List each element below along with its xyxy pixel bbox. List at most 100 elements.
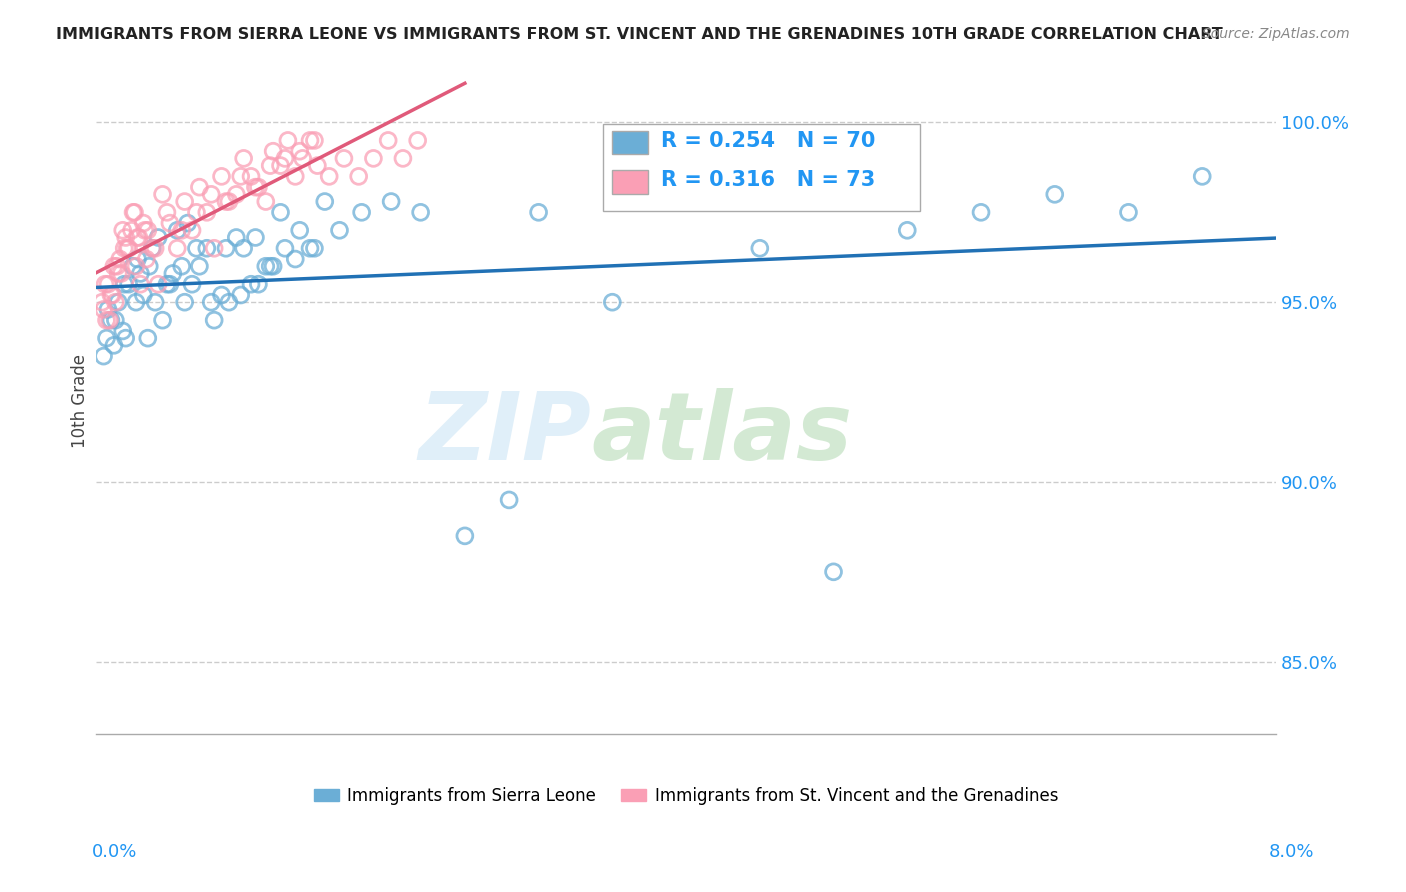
Point — [215, 241, 238, 255]
Point — [136, 223, 159, 237]
Point — [200, 187, 222, 202]
Point — [122, 259, 145, 273]
Point — [245, 230, 267, 244]
Point — [247, 277, 270, 292]
Point — [159, 277, 181, 292]
Point — [188, 259, 211, 273]
Point — [186, 241, 208, 255]
Text: 8.0%: 8.0% — [1270, 843, 1315, 861]
Point — [288, 223, 311, 237]
Point — [262, 259, 284, 273]
Point — [129, 277, 152, 292]
Point — [211, 288, 233, 302]
Point — [111, 324, 134, 338]
Point — [896, 223, 918, 237]
Point — [127, 252, 149, 266]
Point — [114, 230, 136, 244]
Point — [284, 169, 307, 184]
Point — [304, 133, 326, 147]
Point — [176, 216, 198, 230]
Point — [104, 295, 127, 310]
Point — [284, 252, 307, 266]
Point — [245, 180, 267, 194]
Point — [143, 295, 166, 310]
Point — [232, 241, 254, 255]
Point — [122, 205, 145, 219]
Point — [132, 288, 155, 302]
Point — [173, 295, 195, 310]
Point — [211, 169, 233, 184]
Point — [274, 152, 297, 166]
Point — [121, 223, 143, 237]
Point — [152, 313, 174, 327]
Point — [101, 288, 124, 302]
Point — [363, 152, 385, 166]
Point — [333, 152, 356, 166]
Text: ZIP: ZIP — [419, 388, 592, 480]
Point — [1043, 187, 1066, 202]
Point — [225, 187, 247, 202]
Point — [748, 241, 770, 255]
Point — [186, 205, 208, 219]
Point — [247, 180, 270, 194]
Point — [392, 152, 415, 166]
Point — [146, 277, 169, 292]
Point — [195, 205, 218, 219]
Point — [93, 349, 115, 363]
Point — [291, 152, 314, 166]
Point — [170, 259, 193, 273]
Point — [104, 313, 127, 327]
Point — [105, 259, 128, 273]
Point — [188, 180, 211, 194]
Point — [115, 241, 138, 255]
Point — [270, 205, 292, 219]
Point — [173, 194, 195, 209]
Point — [195, 241, 218, 255]
Point — [125, 295, 148, 310]
Point — [141, 241, 163, 255]
Point — [259, 259, 281, 273]
Point — [103, 259, 125, 273]
Point — [138, 259, 160, 273]
Point — [107, 267, 129, 281]
Point — [277, 133, 299, 147]
Point — [134, 223, 156, 237]
Point — [100, 313, 122, 327]
Point — [162, 267, 184, 281]
Point — [128, 230, 150, 244]
Point — [350, 205, 373, 219]
Point — [103, 338, 125, 352]
Point — [112, 241, 135, 255]
Point — [229, 288, 252, 302]
Point — [117, 277, 139, 292]
Point — [259, 159, 281, 173]
Y-axis label: 10th Grade: 10th Grade — [72, 354, 89, 448]
Point — [132, 216, 155, 230]
Legend: Immigrants from Sierra Leone, Immigrants from St. Vincent and the Grenadines: Immigrants from Sierra Leone, Immigrants… — [308, 780, 1064, 812]
Point — [298, 133, 321, 147]
Point — [229, 169, 252, 184]
Point — [96, 313, 118, 327]
Point — [232, 152, 254, 166]
Point — [108, 252, 131, 266]
Text: Source: ZipAtlas.com: Source: ZipAtlas.com — [1202, 27, 1350, 41]
Point — [156, 205, 179, 219]
Point — [970, 205, 993, 219]
Point — [93, 302, 115, 317]
Point — [91, 295, 114, 310]
Point — [1118, 205, 1140, 219]
Point — [107, 295, 129, 310]
Point — [170, 223, 193, 237]
Point — [96, 331, 118, 345]
Point — [94, 277, 117, 292]
Point — [498, 492, 520, 507]
Point — [98, 313, 121, 327]
Point — [143, 241, 166, 255]
Point — [527, 205, 550, 219]
Point — [225, 230, 247, 244]
Point — [124, 205, 146, 219]
Point — [454, 529, 477, 543]
Point — [254, 259, 277, 273]
Point — [141, 241, 163, 255]
Point — [262, 145, 284, 159]
